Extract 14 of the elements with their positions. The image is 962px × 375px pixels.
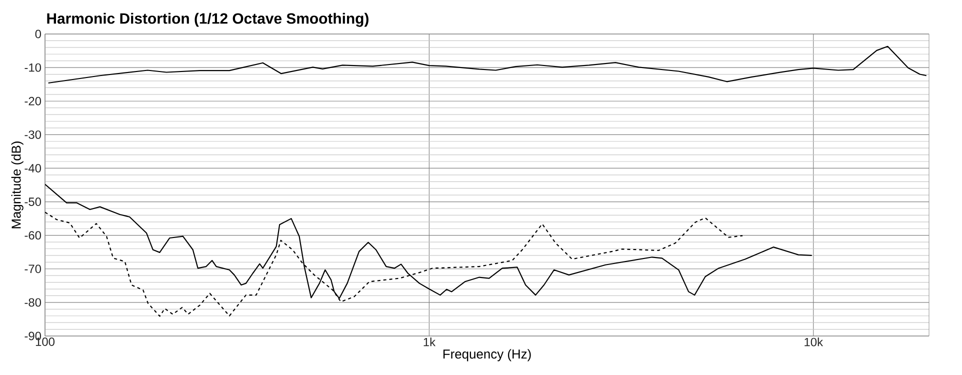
x-tick-label: 10k xyxy=(804,338,824,346)
y-axis-title: Magnitude (dB) xyxy=(11,142,24,228)
y-tick-label: -10 xyxy=(24,63,42,72)
y-tick-label: -30 xyxy=(24,130,42,139)
y-tick-label: -80 xyxy=(24,298,42,307)
chart-title: Harmonic Distortion (1/12 Octave Smoothing) xyxy=(47,12,368,27)
y-tick-label: 0 xyxy=(35,30,42,38)
y-tick-label: -60 xyxy=(24,231,42,240)
x-axis-title: Frequency (Hz) xyxy=(443,349,531,362)
y-tick-label: -50 xyxy=(24,198,42,206)
x-tick-label: 1k xyxy=(424,338,436,346)
y-tick-label: -70 xyxy=(24,264,42,274)
y-tick-label: -20 xyxy=(24,96,42,106)
y-tick-label: -40 xyxy=(24,164,42,172)
